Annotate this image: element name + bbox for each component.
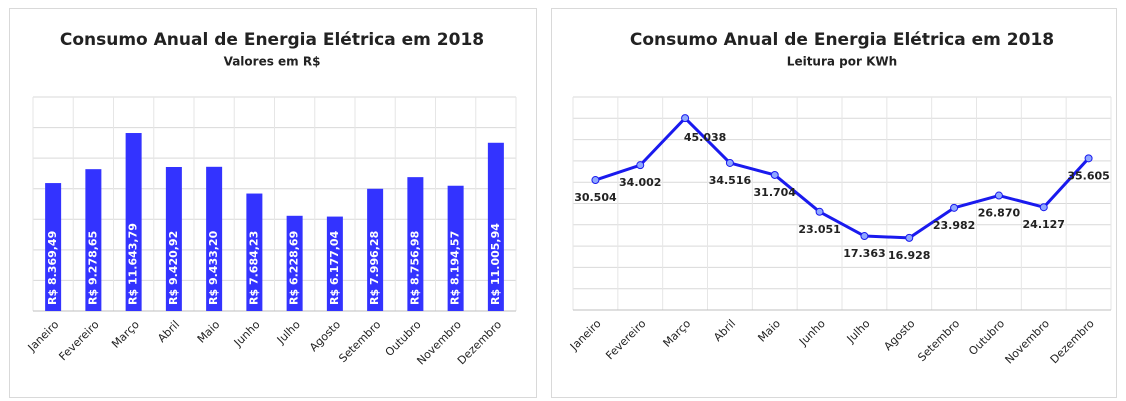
data-label: R$ 9.278,65 bbox=[86, 231, 99, 305]
chart-subtitle: Leitura por KWh bbox=[787, 55, 897, 69]
bar bbox=[246, 193, 263, 311]
data-label: R$ 8.756,98 bbox=[408, 231, 421, 305]
chart-title: Consumo Anual de Energia Elétrica em 201… bbox=[60, 30, 484, 50]
data-label: 26.870 bbox=[978, 207, 1021, 220]
data-label: R$ 8.194,57 bbox=[449, 231, 462, 305]
line bbox=[594, 116, 1090, 240]
bar bbox=[125, 133, 142, 311]
marker bbox=[950, 203, 959, 212]
marker bbox=[860, 232, 869, 241]
data-label: 31.704 bbox=[754, 186, 797, 199]
data-label: R$ 11.005,94 bbox=[489, 223, 502, 305]
data-label: R$ 9.433,20 bbox=[207, 230, 220, 305]
data-label: R$ 6.177,04 bbox=[328, 230, 341, 305]
chart-subtitle: Valores em R$ bbox=[224, 55, 321, 69]
bar bbox=[45, 183, 62, 311]
data-label: R$ 6.228,69 bbox=[288, 231, 301, 305]
bar bbox=[407, 177, 424, 311]
data-label: 17.363 bbox=[843, 247, 885, 260]
data-label: 34.516 bbox=[709, 174, 752, 187]
marker bbox=[591, 176, 600, 185]
chart-title: Consumo Anual de Energia Elétrica em 201… bbox=[630, 30, 1054, 50]
data-label: 24.127 bbox=[1023, 218, 1065, 231]
data-label: R$ 9.420,92 bbox=[167, 231, 180, 305]
data-label: 35.605 bbox=[1067, 169, 1109, 182]
marker bbox=[636, 161, 645, 170]
bar bbox=[206, 166, 223, 311]
bar bbox=[326, 216, 343, 311]
marker bbox=[994, 191, 1003, 200]
data-label: 23.982 bbox=[933, 219, 975, 232]
bar bbox=[367, 188, 384, 311]
marker bbox=[725, 158, 734, 167]
marker bbox=[770, 170, 779, 179]
data-label: 45.038 bbox=[684, 131, 726, 144]
data-label: R$ 11.643,79 bbox=[127, 223, 140, 305]
bar bbox=[286, 215, 303, 311]
data-label: 30.504 bbox=[574, 191, 617, 204]
marker bbox=[1039, 203, 1048, 212]
data-label: 23.051 bbox=[798, 223, 840, 236]
marker bbox=[905, 233, 914, 242]
data-label: R$ 8.369,49 bbox=[46, 231, 59, 305]
marker bbox=[815, 207, 824, 216]
data-label: R$ 7.996,28 bbox=[368, 231, 381, 305]
bar bbox=[447, 185, 464, 311]
bar bbox=[165, 166, 182, 311]
data-label: 16.928 bbox=[888, 249, 930, 262]
data-label: 34.002 bbox=[619, 176, 661, 189]
bar bbox=[487, 142, 504, 311]
marker bbox=[1084, 154, 1093, 163]
marker bbox=[681, 114, 690, 123]
bar bbox=[85, 169, 102, 311]
data-label: R$ 7.684,23 bbox=[247, 231, 260, 305]
